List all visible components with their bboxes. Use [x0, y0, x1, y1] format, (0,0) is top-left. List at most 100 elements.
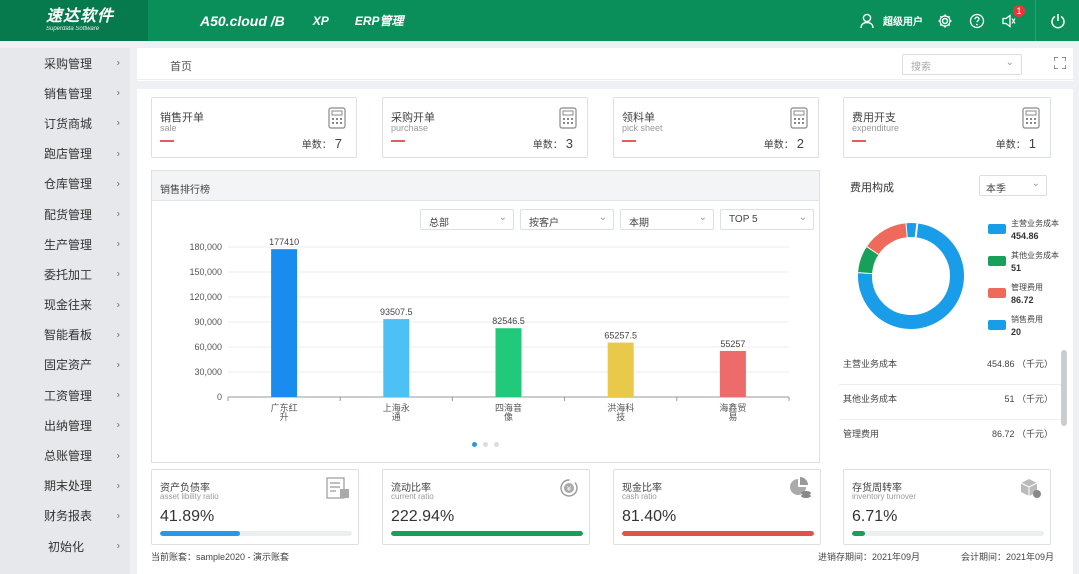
donut-slice[interactable]: [858, 223, 964, 329]
data-label: 177410: [269, 237, 299, 247]
branch-select[interactable]: 总部 ⌄: [420, 209, 514, 230]
nav-a50[interactable]: A50.cloud /B: [200, 12, 285, 29]
sidebar-item-label: 配货管理: [44, 207, 93, 222]
ratio-value: 81.40%: [622, 508, 677, 525]
legend-item[interactable]: 管理费用 86.72: [988, 282, 1059, 314]
logo[interactable]: 速达软件 Superdata Software: [0, 0, 148, 41]
legend-item[interactable]: 其他业务成本 51: [988, 250, 1059, 282]
sidebar-item-reports[interactable]: 财务报表 ›: [0, 501, 130, 531]
legend-item[interactable]: 销售费用 20: [988, 314, 1059, 346]
notification-badge: 1: [1013, 4, 1025, 17]
user-icon[interactable]: [851, 13, 883, 29]
sidebar-item-warehouse[interactable]: 仓库管理 ›: [0, 169, 130, 199]
period-select[interactable]: 本期 ⌄: [620, 209, 714, 230]
sidebar-item-order-mall[interactable]: 订货商城 ›: [0, 108, 130, 138]
progress-track: [852, 531, 1044, 536]
ratio-subtitle: cash ratio: [622, 492, 657, 501]
card-sale[interactable]: 销售开单 sale 单数： 7: [151, 97, 357, 158]
x-tick-label: 升: [280, 412, 289, 423]
top-n-select[interactable]: TOP 5 ⌄: [720, 209, 814, 230]
balance-sheet-icon: [326, 477, 349, 499]
y-tick-label: 60,000: [194, 342, 222, 352]
ratio-title: 资产负债率: [160, 483, 210, 494]
card-subtitle: expenditure: [852, 123, 900, 133]
progress-fill: [160, 531, 241, 536]
card-dash: [852, 140, 866, 142]
ratio-card-current[interactable]: 流动比率 current ratio 222.94% ¥: [382, 469, 590, 545]
chevron-right-icon: ›: [116, 329, 120, 341]
sidebar: 采购管理 › 销售管理 › 订货商城 › 跑店管理 › 仓库管理 › 配货管理 › 生产管理…: [0, 48, 130, 574]
chevron-right-icon: ›: [116, 389, 120, 401]
sidebar-item-sales[interactable]: 销售管理 ›: [0, 78, 130, 108]
ratio-subtitle: current ratio: [391, 492, 434, 501]
carousel-dot[interactable]: [472, 442, 477, 447]
progress-track: [622, 531, 814, 536]
ratio-subtitle: inventory turnover: [852, 492, 917, 501]
donut-slice[interactable]: [858, 246, 879, 274]
sidebar-item-label: 期末处理: [44, 479, 93, 494]
card-title: 采购开单: [391, 112, 435, 124]
nav-xp[interactable]: XP: [312, 13, 329, 28]
ratio-card-cash[interactable]: 现金比率 cash ratio 81.40%: [613, 469, 821, 545]
user-name[interactable]: 超级用户: [883, 17, 923, 28]
card-subtitle: pick sheet: [622, 123, 663, 133]
sidebar-item-cash[interactable]: 现金往来 ›: [0, 290, 130, 320]
sidebar-item-purchase[interactable]: 采购管理 ›: [0, 48, 130, 78]
x-tick-label: 通: [392, 412, 401, 423]
sidebar-item-label: 销售管理: [44, 86, 93, 101]
bar: [271, 249, 298, 397]
sidebar-item-fixed-assets[interactable]: 固定资产 ›: [0, 350, 130, 380]
sidebar-item-ledger[interactable]: 总账管理 ›: [0, 440, 130, 470]
card-dash: [391, 140, 405, 142]
sidebar-item-payroll[interactable]: 工资管理 ›: [0, 380, 130, 410]
breadcrumb[interactable]: 首页: [170, 61, 192, 73]
ratio-title: 流动比率: [391, 483, 431, 494]
x-tick-label: 广东红: [271, 402, 298, 414]
sidebar-item-outsourcing[interactable]: 委托加工 ›: [0, 259, 130, 289]
sidebar-item-label: 财务报表: [44, 509, 93, 524]
bar: [383, 319, 410, 397]
nav-erp[interactable]: ERP管理: [354, 14, 404, 28]
card-title: 领料单: [622, 112, 655, 124]
card-dash: [160, 140, 174, 142]
x-tick-label: 海鑫贸: [719, 402, 746, 414]
chevron-right-icon: ›: [116, 117, 120, 129]
sidebar-item-label: 现金往来: [44, 298, 93, 313]
card-purchase[interactable]: 采购开单 purchase 单数： 3: [382, 97, 588, 158]
fullscreen-icon[interactable]: [1054, 57, 1066, 69]
sidebar-item-label: 生产管理: [44, 237, 93, 252]
sidebar-item-production[interactable]: 生产管理 ›: [0, 229, 130, 259]
gear-icon[interactable]: [929, 13, 961, 29]
bar: [607, 342, 634, 397]
scrollbar[interactable]: [1061, 350, 1067, 426]
notification-icon[interactable]: 1: [993, 4, 1025, 29]
power-icon[interactable]: [1035, 0, 1079, 41]
group-by-select[interactable]: 按客户 ⌄: [520, 209, 614, 230]
legend-item[interactable]: 主营业务成本 454.86: [988, 218, 1059, 250]
card-expenditure[interactable]: 费用开支 expenditure 单数： 1: [843, 97, 1051, 158]
legend-swatch: [988, 224, 1006, 234]
search-input[interactable]: 搜索 ⌄: [902, 54, 1022, 75]
chevron-down-icon: ⌄: [1005, 57, 1014, 68]
chevron-down-icon: ⌄: [698, 212, 707, 223]
carousel-dot[interactable]: [483, 442, 488, 447]
help-icon[interactable]: [961, 13, 993, 29]
carousel-dot[interactable]: [494, 442, 499, 447]
sidebar-item-dashboard[interactable]: 智能看板 ›: [0, 320, 130, 350]
donut-slice[interactable]: [867, 223, 909, 255]
sidebar-item-cashier[interactable]: 出纳管理 ›: [0, 410, 130, 440]
sidebar-item-period-end[interactable]: 期末处理 ›: [0, 471, 130, 501]
ratio-card-inventory[interactable]: 存货周转率 inventory turnover 6.71%: [843, 469, 1051, 545]
card-pick-sheet[interactable]: 领料单 pick sheet 单数： 2: [613, 97, 819, 158]
ratio-card-asset-liability[interactable]: 资产负债率 asset libility ratio 41.89%: [151, 469, 359, 545]
sidebar-item-distribution[interactable]: 配货管理 ›: [0, 199, 130, 229]
sidebar-item-init[interactable]: 初始化 ›: [0, 531, 130, 561]
chevron-down-icon: ⌄: [498, 212, 507, 223]
chevron-right-icon: ›: [116, 87, 120, 99]
sidebar-item-store-visit[interactable]: 跑店管理 ›: [0, 139, 130, 169]
x-tick-label: 技: [616, 411, 625, 423]
cost-period-select[interactable]: 本季 ⌄: [979, 175, 1047, 196]
slice-gap: [905, 223, 909, 238]
legend-swatch: [988, 288, 1006, 298]
ratio-value: 41.89%: [160, 508, 215, 525]
